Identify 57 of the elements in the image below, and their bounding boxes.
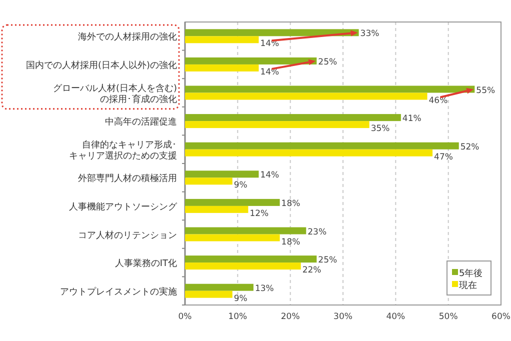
bar bbox=[185, 262, 301, 270]
x-tick-label: 0% bbox=[178, 312, 192, 322]
x-tick-label: 60% bbox=[492, 312, 510, 322]
y-tick-label: 海外での人材採用の強化 bbox=[78, 32, 177, 43]
bar bbox=[185, 234, 280, 242]
bar bbox=[185, 206, 248, 213]
data-label: 35% bbox=[370, 124, 390, 134]
y-tick-label: 人事機能アウトソーシング bbox=[69, 201, 178, 212]
y-tick-label: 人事業務のIT化 bbox=[114, 258, 177, 270]
data-label: 23% bbox=[308, 227, 327, 238]
data-label: 55% bbox=[476, 86, 496, 96]
bar bbox=[185, 36, 259, 44]
bar bbox=[185, 178, 232, 185]
data-label: 22% bbox=[302, 266, 322, 276]
data-label: 47% bbox=[434, 152, 453, 162]
legend-label: 現在 bbox=[459, 280, 477, 291]
bar bbox=[185, 227, 306, 234]
x-tick-label: 40% bbox=[386, 312, 406, 322]
y-tick-label: 国内での人材採用(日本人以外)の強化 bbox=[26, 60, 177, 71]
x-tick-label: 20% bbox=[280, 312, 300, 322]
data-label: 18% bbox=[281, 198, 300, 209]
data-label: 13% bbox=[254, 284, 274, 294]
data-label: 14% bbox=[260, 170, 280, 181]
bar bbox=[185, 170, 259, 178]
y-tick-label: アウトプレイスメントの実施 bbox=[60, 286, 177, 298]
bar bbox=[185, 256, 317, 263]
bar bbox=[185, 29, 359, 36]
data-label: 9% bbox=[234, 180, 248, 191]
data-label: 46% bbox=[428, 96, 448, 106]
bar bbox=[185, 149, 433, 156]
x-tick-label: 50% bbox=[438, 312, 458, 322]
data-label: 25% bbox=[318, 256, 338, 266]
legend-label: 5年後 bbox=[459, 268, 483, 279]
bar bbox=[185, 198, 280, 206]
data-label: 52% bbox=[460, 142, 480, 152]
bar bbox=[185, 92, 428, 100]
bar bbox=[185, 284, 254, 291]
bar bbox=[185, 114, 401, 122]
y-tick-label: グローバル人材(日本人を含む)の採用･育成の強化 bbox=[52, 82, 177, 105]
y-tick-label: コア人材のリテンション bbox=[78, 230, 177, 241]
bar bbox=[185, 57, 317, 64]
y-tick-label: 自律的なキャリア形成･キャリア選択のための支援 bbox=[69, 139, 177, 162]
data-label: 12% bbox=[250, 208, 269, 219]
bar bbox=[185, 86, 475, 93]
data-label: 18% bbox=[281, 237, 300, 248]
bar bbox=[185, 64, 259, 72]
bar bbox=[185, 290, 232, 298]
x-tick-label: 10% bbox=[228, 312, 248, 322]
x-tick-label: 30% bbox=[334, 312, 352, 322]
bar bbox=[185, 142, 459, 150]
y-tick-label: 中高年の活躍促進 bbox=[105, 116, 177, 128]
data-label: 33% bbox=[360, 29, 380, 40]
data-label: 9% bbox=[234, 294, 248, 304]
data-label: 25% bbox=[318, 57, 338, 68]
bar bbox=[185, 121, 370, 128]
y-tick-label: 外部専門人材の積極活用 bbox=[78, 173, 177, 184]
data-label: 41% bbox=[402, 114, 422, 124]
